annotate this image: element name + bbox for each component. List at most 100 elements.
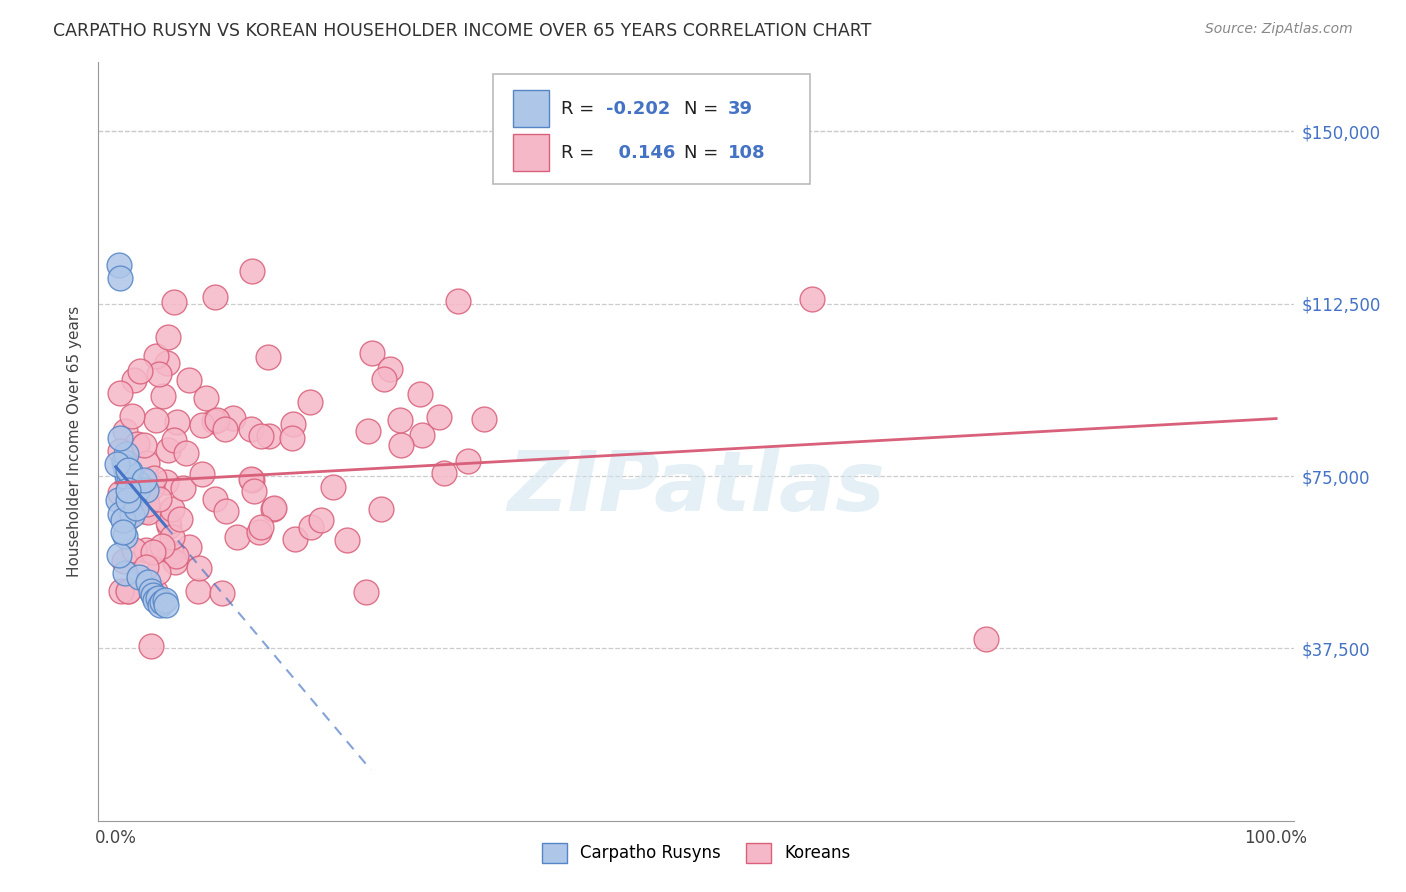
Point <box>215 504 238 518</box>
Point <box>309 513 332 527</box>
Y-axis label: Householder Income Over 65 years: Householder Income Over 65 years <box>67 306 83 577</box>
Point <box>115 464 138 478</box>
Point <box>160 546 183 560</box>
Point <box>225 530 247 544</box>
Point <box>111 525 134 540</box>
Point <box>427 409 450 424</box>
Point <box>148 368 170 382</box>
Point <box>152 389 174 403</box>
Point <box>155 475 177 489</box>
Point <box>108 507 131 521</box>
Point <box>134 491 156 505</box>
Point <box>117 483 139 497</box>
Point <box>163 433 186 447</box>
Point <box>132 502 155 516</box>
Point <box>335 533 357 548</box>
Point <box>136 505 159 519</box>
Point <box>142 589 165 603</box>
Point <box>280 431 302 445</box>
Point <box>263 500 285 515</box>
Point <box>389 438 412 452</box>
Point <box>136 497 159 511</box>
Text: -0.202: -0.202 <box>606 100 671 118</box>
Point <box>107 548 129 562</box>
Point <box>974 632 997 647</box>
Text: 39: 39 <box>728 100 754 118</box>
Point <box>204 290 226 304</box>
Point <box>163 295 186 310</box>
Point <box>169 512 191 526</box>
FancyBboxPatch shape <box>494 74 810 184</box>
Point <box>472 412 495 426</box>
Point <box>148 565 170 579</box>
Point <box>110 271 132 285</box>
Point <box>117 583 139 598</box>
Point <box>156 515 179 529</box>
Legend: Carpatho Rusyns, Koreans: Carpatho Rusyns, Koreans <box>534 837 858 869</box>
Point <box>299 394 322 409</box>
Point <box>127 437 149 451</box>
Text: Source: ZipAtlas.com: Source: ZipAtlas.com <box>1205 22 1353 37</box>
Point <box>114 566 136 581</box>
Point <box>145 413 167 427</box>
Point <box>128 570 150 584</box>
Point <box>136 456 159 470</box>
Point <box>257 350 280 364</box>
Point <box>240 264 263 278</box>
Point <box>373 371 395 385</box>
Point <box>389 413 412 427</box>
Point <box>136 574 159 589</box>
Point <box>284 533 307 547</box>
Point <box>240 472 263 486</box>
Point <box>211 586 233 600</box>
Point <box>115 505 138 519</box>
Point <box>112 513 135 527</box>
Point <box>433 466 456 480</box>
Point <box>120 464 142 478</box>
Point <box>132 473 155 487</box>
Point <box>160 502 183 516</box>
Point <box>257 429 280 443</box>
Point <box>127 482 149 496</box>
Point <box>191 417 214 432</box>
Point <box>114 425 136 439</box>
Point <box>411 427 433 442</box>
Point <box>127 476 149 491</box>
Point <box>124 501 146 516</box>
Point <box>110 386 132 401</box>
Point <box>165 549 187 563</box>
Point <box>214 422 236 436</box>
Text: CARPATHO RUSYN VS KOREAN HOUSEHOLDER INCOME OVER 65 YEARS CORRELATION CHART: CARPATHO RUSYN VS KOREAN HOUSEHOLDER INC… <box>53 22 872 40</box>
Point <box>112 554 135 568</box>
Point <box>139 639 162 653</box>
Point <box>114 529 136 543</box>
Point <box>120 470 142 484</box>
Point <box>157 443 180 458</box>
Point <box>247 524 270 539</box>
Point <box>250 428 273 442</box>
Point <box>142 545 165 559</box>
Point <box>801 292 824 306</box>
Point <box>110 444 132 458</box>
Point <box>141 480 163 494</box>
Point <box>121 409 143 423</box>
Point <box>239 422 262 436</box>
Point <box>165 556 187 570</box>
Point <box>135 560 157 574</box>
Point <box>121 478 143 492</box>
Point <box>177 373 200 387</box>
Text: R =: R = <box>561 100 600 118</box>
Point <box>135 483 157 497</box>
Point <box>204 491 226 506</box>
Point <box>457 454 479 468</box>
Point <box>194 391 217 405</box>
Point <box>157 519 180 533</box>
Point <box>149 598 172 612</box>
Point <box>156 330 179 344</box>
Point <box>156 356 179 370</box>
Point <box>110 431 132 445</box>
Point <box>114 459 136 474</box>
Text: 0.146: 0.146 <box>606 144 676 161</box>
Point <box>447 294 470 309</box>
Point <box>202 414 225 428</box>
